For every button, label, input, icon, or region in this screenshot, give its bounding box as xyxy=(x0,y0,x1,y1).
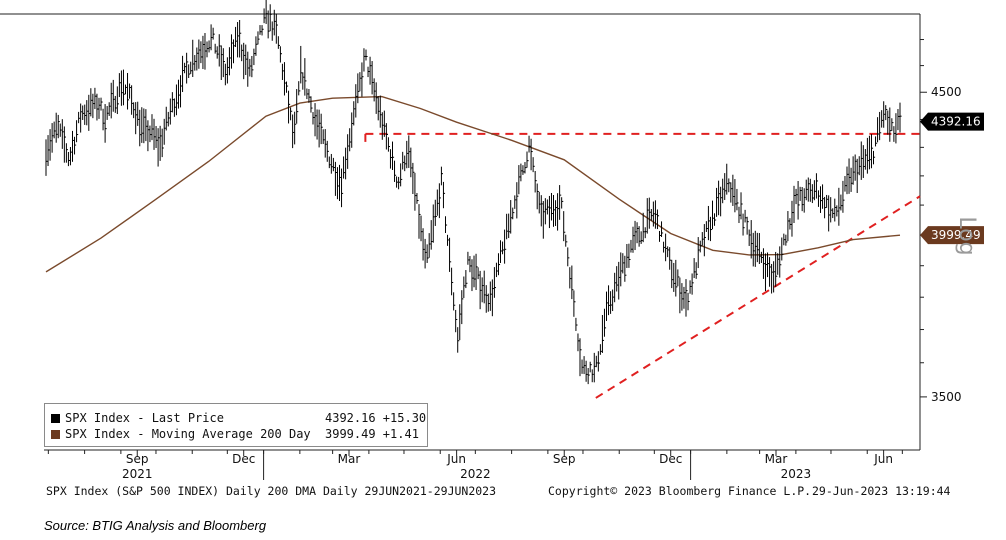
legend-value: 3999.49 +1.41 xyxy=(325,427,419,441)
legend-label: SPX Index - Moving Average 200 Day xyxy=(65,427,311,441)
x-year-label: 2021 xyxy=(122,467,153,481)
trend-support-dashed-line xyxy=(595,195,921,399)
x-month-label: Mar xyxy=(765,452,788,466)
x-month-label: Sep xyxy=(126,452,149,466)
legend-item-last-price: SPX Index - Last Price 4392.16 +15.30 xyxy=(51,410,426,426)
chart-legend: SPX Index - Last Price 4392.16 +15.30 SP… xyxy=(44,403,428,447)
x-month-label: Dec xyxy=(232,452,255,466)
x-month-label: Jun xyxy=(873,452,893,466)
legend-item-moving-average: SPX Index - Moving Average 200 Day 3999.… xyxy=(51,426,419,442)
moving-average-200-line xyxy=(45,95,901,273)
x-month-label: Sep xyxy=(553,452,576,466)
x-year-label: 2022 xyxy=(460,467,491,481)
legend-value: 4392.16 +15.30 xyxy=(325,411,427,425)
last-value-tag xyxy=(920,226,984,245)
footer-timestamp: 29-Jun-2023 13:19:44 xyxy=(812,484,951,498)
y-axis: 3500 4500 4392.16 3999.49 xyxy=(920,39,984,404)
y-tick-label: 4500 xyxy=(931,85,962,99)
x-month-label: Mar xyxy=(338,452,361,466)
last-value-tag-label: 3999.49 xyxy=(931,228,981,242)
last-value-tag-label: 4392.16 xyxy=(931,115,981,129)
source-note: Source: BTIG Analysis and Bloomberg xyxy=(44,518,267,533)
x-year-label: 2023 xyxy=(781,467,812,481)
footer-copyright: Copyright© 2023 Bloomberg Finance L.P. xyxy=(548,484,812,498)
x-month-label: Jun xyxy=(446,452,466,466)
price-bars-layer xyxy=(45,0,902,385)
last-value-tag xyxy=(920,112,984,131)
annotation-layer xyxy=(364,132,921,399)
legend-label: SPX Index - Last Price xyxy=(65,411,224,425)
legend-swatch-black xyxy=(51,414,60,423)
moving-average-layer xyxy=(45,95,901,273)
legend-swatch-brown xyxy=(51,430,60,439)
x-axis: Sep Dec Mar Jun Sep Dec Mar Jun 2021 2022 2023 xyxy=(47,450,903,481)
y-tick-label: 3500 xyxy=(931,390,962,404)
x-month-label: Dec xyxy=(659,452,682,466)
footer-description: SPX Index (S&P 500 INDEX) Daily 200 DMA … xyxy=(46,484,497,498)
y-axis-log-label: Log xyxy=(954,216,979,255)
plot-frame xyxy=(0,13,921,451)
